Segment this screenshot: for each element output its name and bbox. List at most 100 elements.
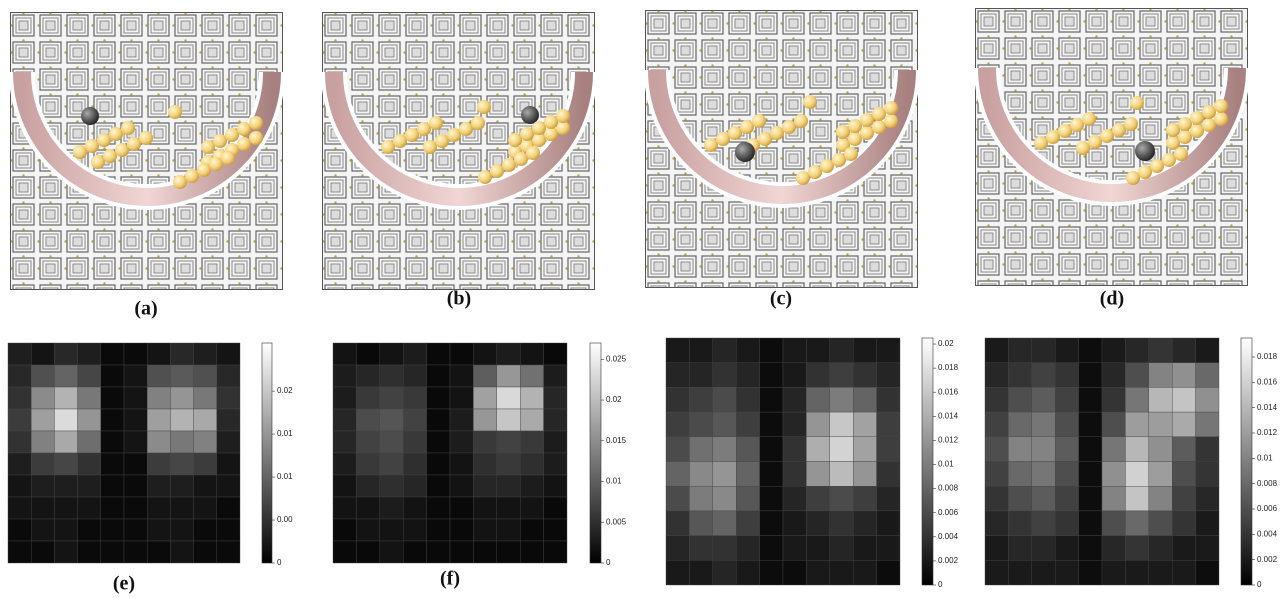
panel-a <box>10 12 283 290</box>
heatmap-cell <box>8 475 31 497</box>
heatmap-cell <box>450 387 473 409</box>
heatmap-cell <box>217 519 240 541</box>
heatmap-cell <box>783 387 806 412</box>
heatmap-cell <box>830 511 853 536</box>
heatmap-cell <box>520 365 543 387</box>
heatmap-cell <box>450 343 473 365</box>
heatmap-cell <box>356 365 379 387</box>
heatmap-cell <box>31 387 54 409</box>
heatmap-cell <box>217 453 240 475</box>
heatmap-cell <box>736 363 759 388</box>
heatmap-cell <box>473 453 496 475</box>
heatmap-cell <box>544 453 567 475</box>
heatmap-cell <box>1172 412 1195 437</box>
heatmap-cell <box>544 365 567 387</box>
heatmap-cell <box>760 437 783 462</box>
colorbar-tick-label: 0.01 <box>938 460 954 469</box>
heatmap-cell <box>78 387 101 409</box>
heatmap-cell <box>736 462 759 487</box>
heatmap-cell <box>1196 338 1219 363</box>
panel-label: (f) <box>440 568 460 590</box>
heatmap-cell <box>520 387 543 409</box>
colorbar-tick-label: 0.014 <box>1257 403 1278 412</box>
heatmap-cell <box>497 387 520 409</box>
heatmap-cell <box>783 363 806 388</box>
heatmap-cell <box>806 437 829 462</box>
heatmap-cell <box>1079 486 1102 511</box>
heatmap-cell <box>806 560 829 585</box>
heatmap <box>8 343 240 563</box>
heatmap-cell <box>78 475 101 497</box>
heatmap-cell <box>806 412 829 437</box>
heatmap-cell <box>380 343 403 365</box>
colorbar-tick-label: 0.01 <box>277 429 293 438</box>
heatmap-cell <box>217 365 240 387</box>
colorbar: 00.0020.0040.0060.0080.010.0120.0140.016… <box>1241 338 1278 589</box>
heatmap-cell <box>1196 387 1219 412</box>
heatmap-cell <box>760 363 783 388</box>
heatmap-cell <box>217 343 240 365</box>
heatmap-cell <box>736 486 759 511</box>
colorbar: 00.000.010.010.02 <box>262 343 293 567</box>
colorbar-tick-label: 0.02 <box>606 395 622 404</box>
heatmap-cell <box>1079 462 1102 487</box>
heatmap-cell <box>356 497 379 519</box>
heatmap-cell <box>520 453 543 475</box>
heatmap-cell <box>8 453 31 475</box>
heatmap-cell <box>853 412 876 437</box>
heatmap-cell <box>194 343 217 365</box>
heatmap-cell <box>8 519 31 541</box>
heatmap-cell <box>54 431 77 453</box>
colorbar-gradient <box>590 343 601 563</box>
heatmap-cell <box>147 519 170 541</box>
heatmap-cell <box>1102 437 1125 462</box>
colorbar-tick-label: 0.014 <box>938 411 959 420</box>
heatmap-cell <box>1008 387 1031 412</box>
heatmap-cell <box>1102 536 1125 561</box>
heatmap-cell <box>427 453 450 475</box>
heatmap-cell <box>78 365 101 387</box>
colorbar-tick-label: 0 <box>606 558 611 567</box>
heatmap-cell <box>1055 462 1078 487</box>
heatmap-cell <box>1125 536 1148 561</box>
heatmap-cell <box>403 497 426 519</box>
heatmap-cell <box>427 519 450 541</box>
heatmap-cell <box>760 560 783 585</box>
heatmap-cell <box>830 462 853 487</box>
panel-label: (e) <box>113 573 135 595</box>
heatmap-cell <box>1149 387 1172 412</box>
heatmap-cell <box>101 431 124 453</box>
heatmap <box>333 343 567 563</box>
heatmap-cell <box>1125 437 1148 462</box>
body: {"panels": [{"label": "(a)"}, {"label": … <box>0 0 1287 598</box>
heatmap-cell <box>806 462 829 487</box>
heatmap-cell <box>736 437 759 462</box>
heatmap-cell <box>170 365 193 387</box>
heatmap-cell <box>853 560 876 585</box>
heatmap-cell <box>853 363 876 388</box>
heatmap-cell <box>1055 486 1078 511</box>
heatmap-cell <box>1032 486 1055 511</box>
heatmap-cell <box>380 453 403 475</box>
heatmap-cell <box>985 486 1008 511</box>
heatmap-cell <box>520 519 543 541</box>
heatmap-cell <box>54 541 77 563</box>
heatmap-cell <box>217 409 240 431</box>
heatmap-cell <box>427 343 450 365</box>
heatmap-cell <box>1196 412 1219 437</box>
board <box>645 10 918 288</box>
colorbar-tick-label: 0.02 <box>938 339 954 348</box>
heatmap-cell <box>713 412 736 437</box>
heatmap-cell <box>427 387 450 409</box>
heatmap-cell <box>689 462 712 487</box>
heatmap-cell <box>497 343 520 365</box>
colorbar-tick-label: 0.008 <box>1257 479 1278 488</box>
heatmap-cell <box>760 486 783 511</box>
heatmap-cell <box>806 486 829 511</box>
panel-label: (a) <box>134 298 157 320</box>
heatmap-cell <box>1196 536 1219 561</box>
heatmap-cell <box>473 431 496 453</box>
heatmap-cell <box>830 387 853 412</box>
heatmap-cell <box>31 409 54 431</box>
heatmap-cell <box>403 541 426 563</box>
